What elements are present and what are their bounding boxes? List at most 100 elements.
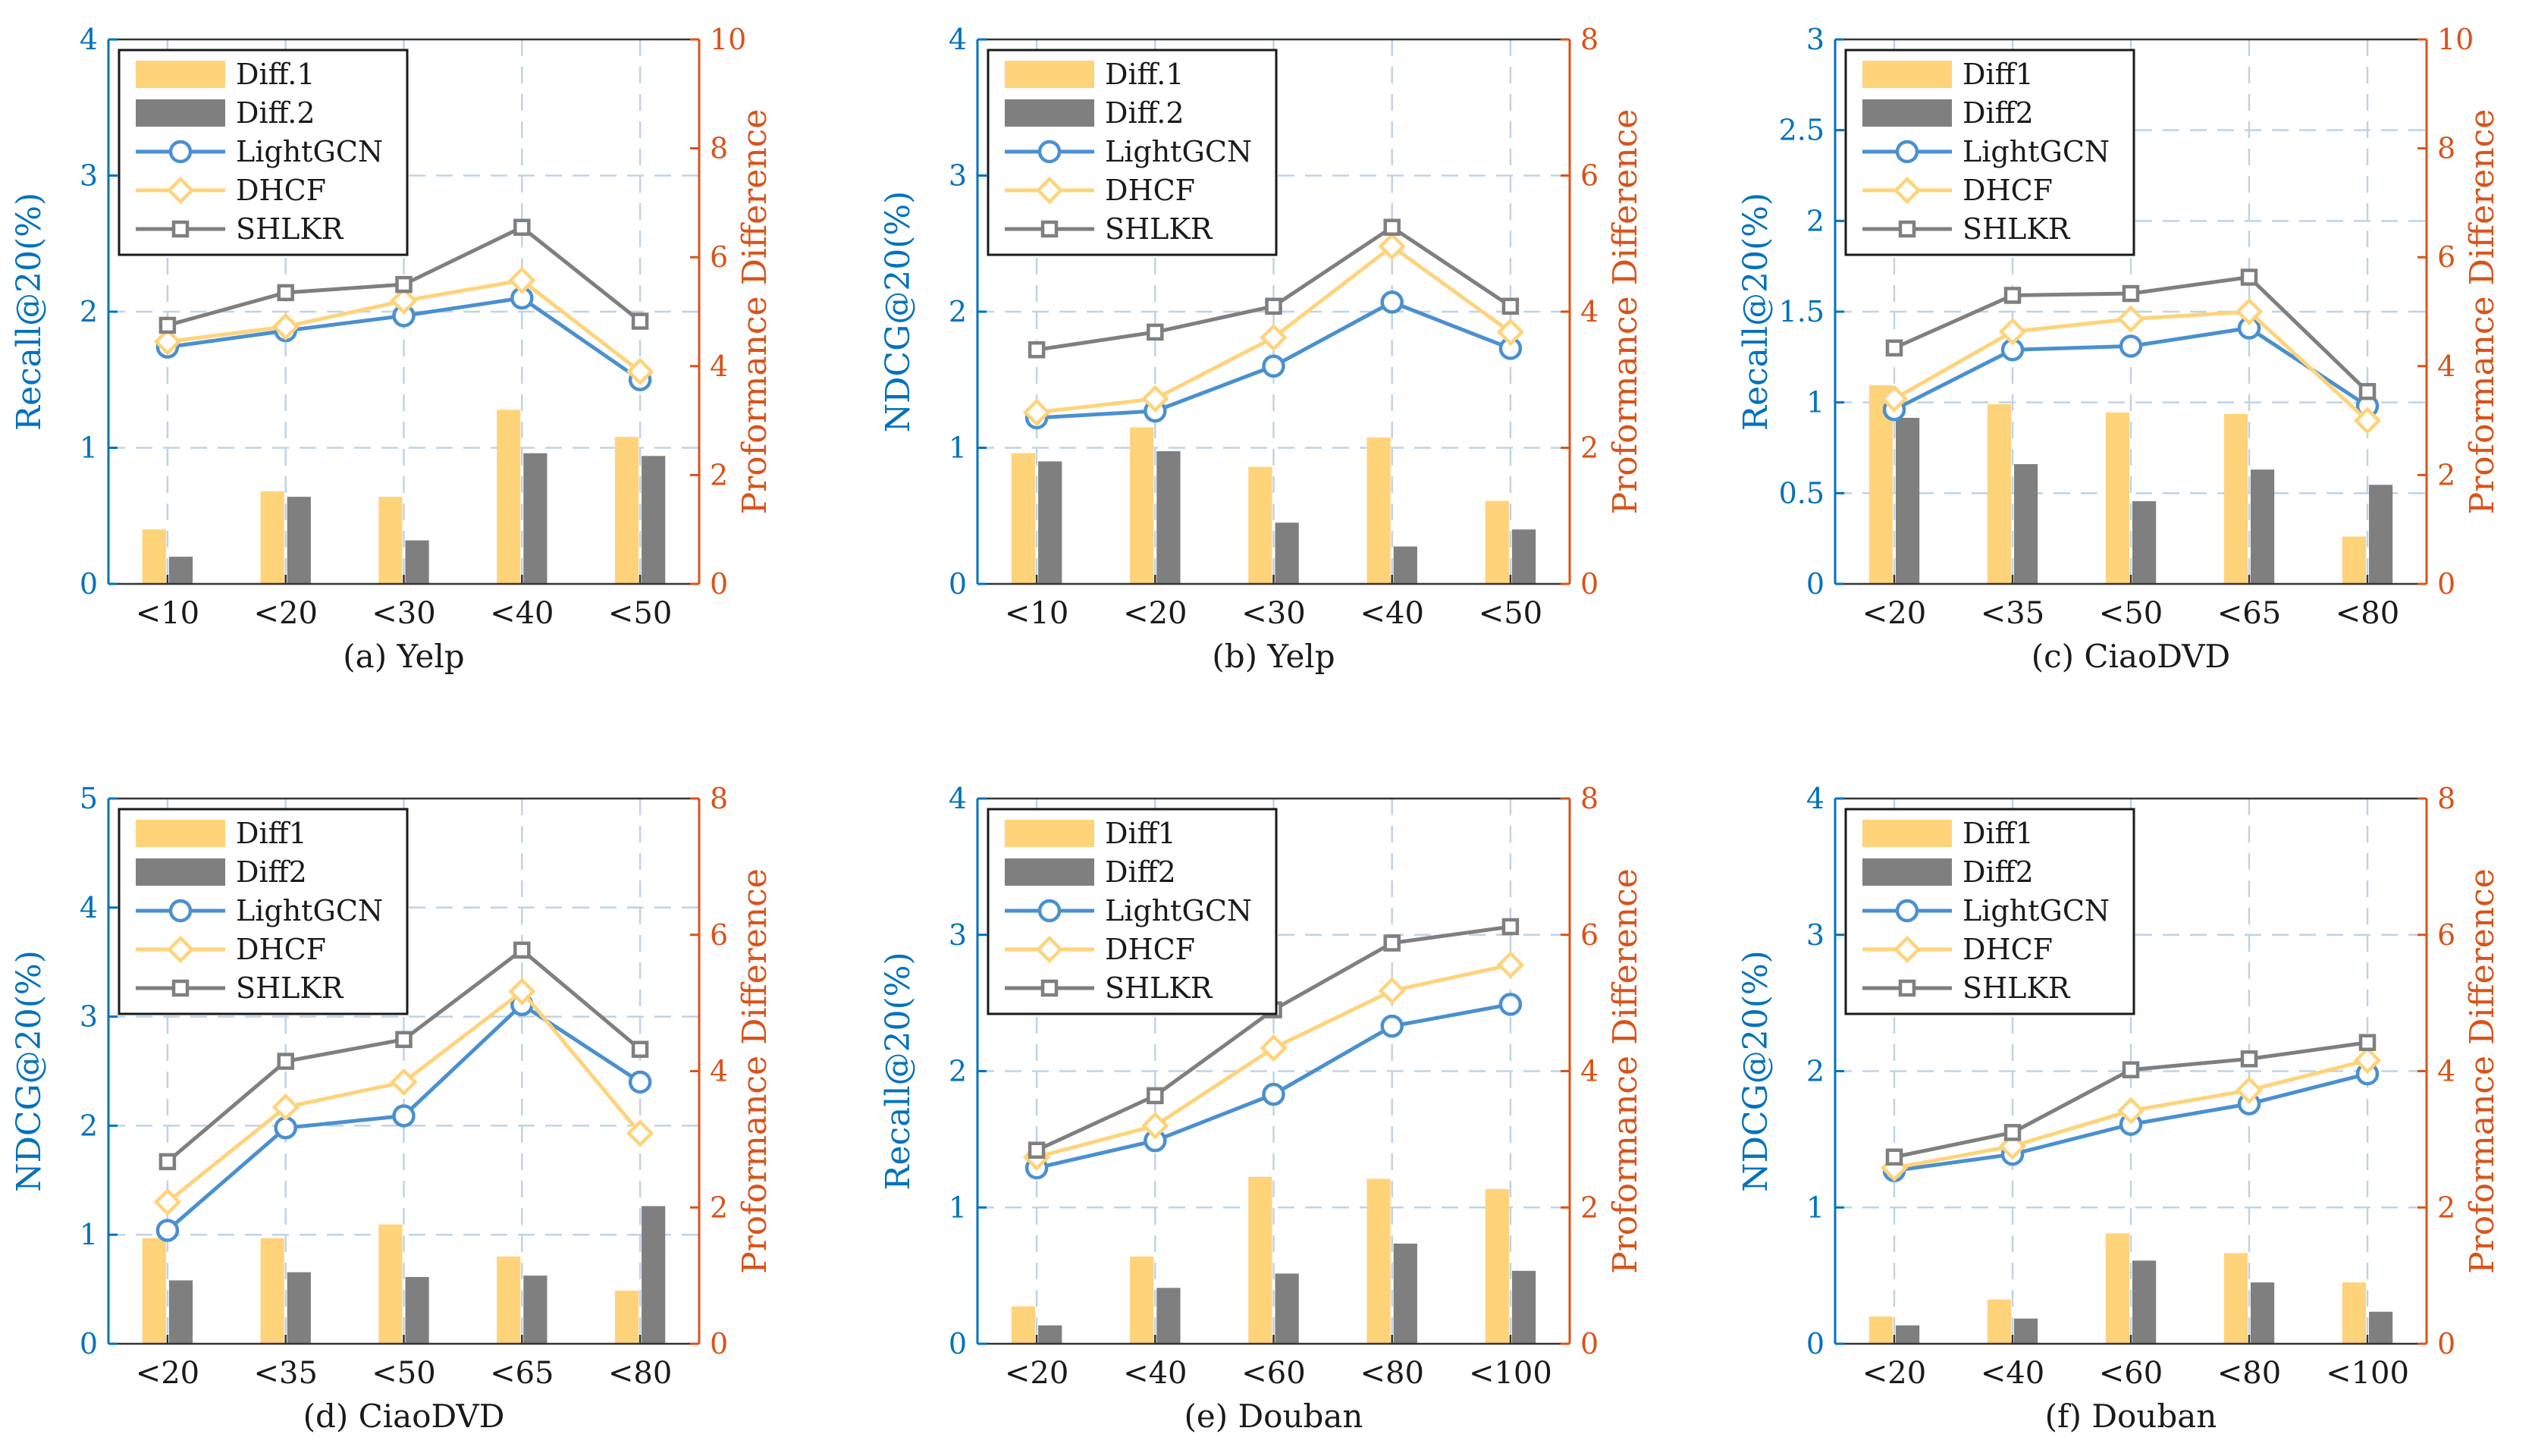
- point-shlkr-4: [513, 218, 531, 236]
- point-shlkr-5: [2358, 1034, 2377, 1052]
- legend-swatch-diff2: [136, 858, 225, 886]
- point-dhcf-3: [1260, 1034, 1288, 1062]
- axes: 0 1 2 3 4 0 2 4 6 8 <10 <20 <30 <40 <50: [949, 23, 1599, 631]
- legend-swatch-diff2: [1005, 858, 1094, 886]
- bar-diff2-3: [2132, 1260, 2157, 1344]
- right-tick-label: 10: [2437, 23, 2474, 56]
- point-dhcf-1: [153, 1188, 182, 1216]
- point-dhcf-5: [2353, 406, 2382, 435]
- lines: [153, 941, 654, 1242]
- bar-diff2-4: [523, 453, 548, 584]
- legend-label: SHLKR: [1963, 971, 2071, 1005]
- point-shlkr-5: [2358, 383, 2377, 400]
- legend-marker-square: [1040, 220, 1059, 238]
- bar-diff1-1: [1011, 1306, 1036, 1344]
- point-shlkr-2: [2003, 287, 2022, 304]
- legend: Diff1 Diff2 LightGCN DHCF SHLKR: [1844, 49, 2135, 256]
- bar-diff2-4: [1393, 1243, 1417, 1344]
- legend-marker-diamond: [1893, 935, 1922, 964]
- legend-marker-circle: [1895, 140, 1919, 164]
- right-tick-label: 8: [710, 132, 728, 165]
- bar-diff2-4: [2251, 1282, 2275, 1344]
- legend-label: SHLKR: [236, 212, 344, 246]
- point-shlkr-4: [2240, 268, 2258, 286]
- point-dhcf-4: [1378, 977, 1406, 1005]
- point-shlkr-1: [1885, 339, 1903, 357]
- left-tick-label: 2: [1806, 204, 1824, 237]
- right-tick-label: 0: [1580, 1327, 1599, 1360]
- left-tick-label: 4: [80, 891, 98, 924]
- bar-diff1-3: [378, 1224, 403, 1344]
- bar-diff1-3: [2105, 412, 2129, 584]
- right-tick-label: 6: [710, 240, 728, 274]
- left-tick-label: 0: [949, 567, 967, 601]
- bar-diff1-2: [260, 491, 284, 584]
- bar-diff1-1: [142, 529, 166, 584]
- x-tick-label: <80: [2336, 596, 2399, 631]
- lines: [1880, 268, 2382, 435]
- chart-title: (f) Douban: [2045, 1398, 2217, 1435]
- legend-label: Diff1: [236, 817, 307, 850]
- chart-panel-4: 0 1 2 3 4 5 0 2 4 6 8 <20 <35 <50 <65 <80 NDCG@20(%) Prof…: [10, 782, 774, 1435]
- bar-diff2-3: [405, 540, 429, 584]
- x-tick-label: <20: [1862, 1356, 1926, 1391]
- legend-label: SHLKR: [1105, 971, 1213, 1005]
- chart-panel-5: 0 1 2 3 4 0 2 4 6 8 <20 <40 <60 <80 <100 Recall@20(%) Pr…: [879, 782, 1645, 1435]
- legend-marker-circle: [1037, 140, 1062, 164]
- legend-swatch-diff2: [1862, 858, 1952, 886]
- left-tick-label: 3: [80, 159, 98, 193]
- left-tick-label: 0: [949, 1327, 967, 1360]
- bar-diff2-4: [523, 1276, 548, 1344]
- right-tick-label: 6: [1580, 918, 1599, 952]
- bar-diff2-3: [1275, 1273, 1299, 1344]
- legend-label: DHCF: [236, 933, 326, 966]
- legend-marker-diamond: [1893, 176, 1922, 205]
- bar-diff1-4: [2223, 413, 2248, 584]
- right-tick-label: 10: [710, 23, 746, 56]
- point-dhcf-5: [626, 1119, 654, 1147]
- left-tick-label: 1: [1806, 1191, 1824, 1224]
- point-dhcf-4: [1378, 232, 1406, 261]
- point-lightgcn-3: [1262, 354, 1285, 378]
- legend-swatch-diff1: [1862, 61, 1952, 88]
- bar-diff1-3: [2105, 1233, 2129, 1344]
- bar-diff1-2: [1130, 427, 1154, 584]
- legend-marker-square: [1898, 220, 1916, 238]
- axes: 0 1 2 3 4 0 2 4 6 8 10 <10 <20 <30 <40 <50: [80, 23, 747, 631]
- legend-marker-circle: [168, 899, 193, 923]
- point-shlkr-5: [1501, 918, 1520, 936]
- y-axis-label: Recall@20(%): [879, 952, 918, 1190]
- bar-diff1-5: [1485, 1188, 1509, 1344]
- right-tick-label: 6: [2437, 918, 2455, 952]
- legend-label: Diff2: [1963, 96, 2034, 130]
- legend-label: DHCF: [1963, 174, 2053, 207]
- bar-diff1-1: [142, 1238, 166, 1344]
- x-tick-label: <100: [1469, 1356, 1552, 1391]
- bar-diff2-1: [1896, 418, 1920, 584]
- legend-marker-circle: [168, 140, 193, 164]
- legend-swatch-diff1: [136, 820, 225, 847]
- left-tick-label: 3: [80, 1000, 98, 1034]
- x-tick-label: <40: [1360, 596, 1423, 631]
- legend-swatch-diff1: [1005, 820, 1094, 847]
- x-tick-label: <35: [1981, 596, 2044, 631]
- point-shlkr-5: [631, 1040, 649, 1058]
- bar-diff1-2: [1987, 404, 2011, 584]
- x-tick-label: <20: [1005, 1356, 1068, 1391]
- x-tick-label: <20: [136, 1356, 199, 1391]
- bar-diff2-1: [1038, 1325, 1062, 1344]
- legend-label: Diff1: [1105, 817, 1176, 850]
- legend-label: Diff.2: [236, 96, 315, 130]
- legend-label: Diff1: [1963, 817, 2034, 850]
- legend-label: LightGCN: [1105, 135, 1252, 168]
- point-shlkr-3: [2122, 1061, 2140, 1078]
- right-tick-label: 4: [1580, 295, 1599, 328]
- point-lightgcn-5: [628, 1070, 652, 1094]
- point-dhcf-1: [1880, 384, 1909, 413]
- chart-title: (b) Yelp: [1212, 638, 1335, 675]
- x-tick-label: <40: [1123, 1356, 1187, 1391]
- bar-diff1-3: [378, 497, 403, 584]
- point-shlkr-2: [2003, 1124, 2022, 1141]
- bar-diff1-4: [2223, 1253, 2248, 1344]
- legend-label: LightGCN: [1963, 135, 2110, 168]
